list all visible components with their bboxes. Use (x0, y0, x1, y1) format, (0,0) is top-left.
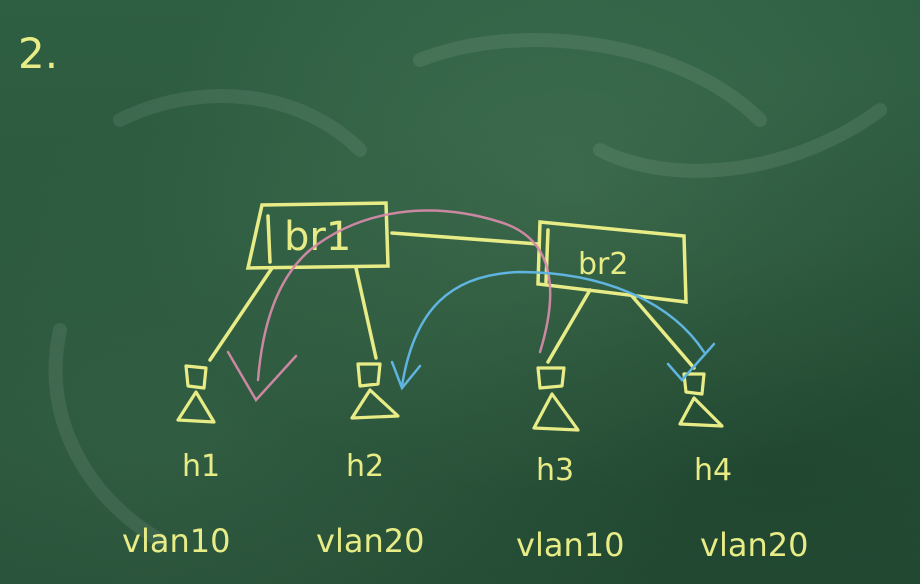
link-br1-h1 (208, 266, 274, 362)
host-h2-icon (350, 362, 400, 420)
switch-br1 (245, 201, 390, 270)
host-h4-vlan: vlan20 (700, 526, 808, 564)
host-h1-vlan: vlan10 (122, 522, 230, 560)
switch-br1-label: br1 (284, 214, 351, 260)
host-h2-label: h2 (346, 449, 384, 484)
traffic-tail-blue (666, 342, 716, 382)
host-h3-vlan: vlan10 (516, 526, 624, 564)
problem-number: 2. (18, 29, 58, 78)
link-br2-h4 (630, 294, 696, 370)
host-h2-vlan: vlan20 (316, 522, 424, 560)
host-h4-label: h4 (694, 453, 732, 488)
host-h1-label: h1 (182, 449, 220, 484)
chalk-smudges (48, 33, 887, 547)
host-h3-icon (532, 366, 580, 432)
traffic-path-blue (400, 270, 706, 388)
switch-br2-label: br2 (578, 247, 628, 282)
host-h4-icon (678, 372, 724, 428)
link-br1-br2 (390, 231, 540, 246)
link-br2-h3 (546, 288, 592, 364)
traffic-arrowhead-blue (390, 360, 422, 391)
link-br1-h2 (354, 266, 378, 360)
host-h3-label: h3 (536, 453, 574, 488)
host-uplinks (208, 266, 696, 370)
host-h1-icon (176, 364, 216, 424)
traffic-arrowhead-pink (226, 350, 298, 403)
